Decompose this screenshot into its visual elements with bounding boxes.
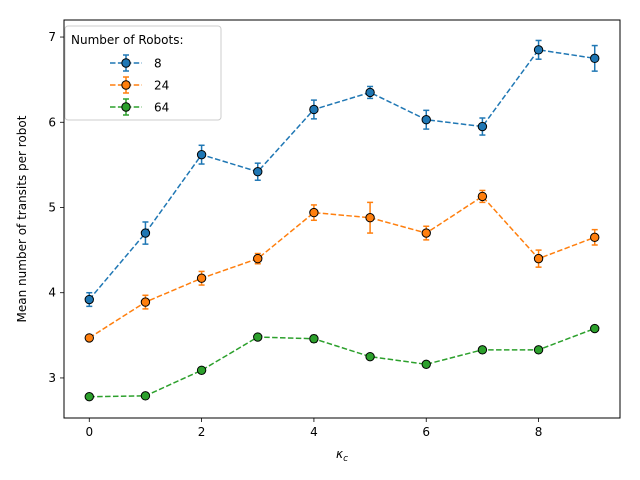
data-point [140,391,151,401]
legend: Number of Robots: 8 24 64 [64,25,222,121]
legend-marker [121,58,131,68]
legend-marker [121,102,131,112]
legend-label: 64 [154,101,169,115]
data-point [590,323,600,334]
y-tick-label: 7 [48,30,56,44]
legend-box [64,25,222,121]
y-tick-label: 5 [48,200,56,214]
data-point [84,391,94,402]
data-point [253,167,263,177]
data-point [196,273,207,283]
data-point [309,104,319,115]
y-tick-label: 6 [48,115,56,129]
data-point [84,294,94,305]
data-point [590,53,600,64]
data-point [421,115,431,125]
legend-marker [121,80,131,90]
legend-label: 24 [154,79,169,93]
data-point [421,228,431,238]
x-axis-label: κc [336,447,348,464]
legend-item-24: 24 [110,76,169,94]
legend-item-64: 64 [110,98,169,116]
series-line [88,195,595,339]
series-line [88,49,595,301]
y-axis-label: Mean number of transits per robot [15,115,29,322]
series-line [89,327,595,398]
data-point [140,297,151,307]
x-tick-label: 0 [85,425,93,439]
data-point [477,345,488,355]
data-point [253,253,263,264]
x-tick-label: 6 [422,425,430,439]
data-point [309,334,319,344]
data-point [533,253,544,264]
legend-label: 8 [154,57,162,71]
series-64 [84,323,600,402]
data-point [533,45,544,55]
x-axis: 0 2 4 6 8 [85,418,542,439]
x-tick-label: 4 [310,425,318,439]
data-point [477,121,488,132]
data-point [196,365,207,375]
data-point [365,351,375,362]
series-8 [84,39,600,308]
data-point [590,232,600,243]
data-point [196,149,207,160]
y-tick-label: 3 [48,371,56,385]
plot-area [84,39,600,402]
axes-frame [63,19,621,419]
legend-item-8: 8 [110,54,162,72]
data-point [477,191,488,202]
data-point [365,87,375,98]
data-point [365,213,375,223]
y-tick-label: 4 [48,286,56,300]
data-point [309,207,319,218]
data-point [84,333,94,343]
data-point [253,332,263,342]
x-tick-label: 8 [535,425,543,439]
x-tick-label: 2 [198,425,206,439]
data-point [140,228,151,238]
data-point [421,359,431,370]
y-axis: 3 4 5 6 7 [48,30,64,385]
series-24 [84,189,600,343]
data-point [533,345,544,355]
legend-title: Number of Robots: [71,33,184,47]
